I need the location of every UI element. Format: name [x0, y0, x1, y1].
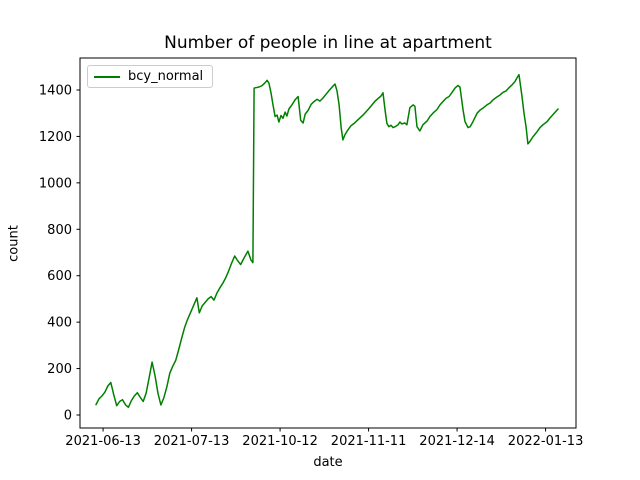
y-tick-label: 1400: [39, 84, 72, 99]
legend-label: bcy_normal: [128, 69, 204, 84]
y-tick-label: 0: [64, 409, 72, 424]
chart-title: Number of people in line at apartment: [164, 33, 492, 53]
legend: bcy_normal: [87, 65, 213, 88]
x-axis-label: date: [313, 455, 343, 470]
y-tick-label: 600: [47, 269, 72, 284]
x-tick-label: 2022-01-13: [508, 434, 584, 449]
x-tick-label: 2021-10-12: [242, 434, 318, 449]
y-tick-label: 200: [47, 362, 72, 377]
y-tick-label: 400: [47, 316, 72, 331]
x-tick-label: 2021-12-14: [419, 434, 495, 449]
y-axis-label: count: [6, 225, 22, 262]
series-line-bcy_normal: [95, 73, 559, 409]
x-tick-label: 2021-11-11: [331, 434, 407, 449]
legend-line-icon: [94, 75, 120, 78]
y-tick-label: 1000: [39, 176, 72, 191]
y-tick-label: 1200: [39, 130, 72, 145]
y-tick-label: 800: [47, 223, 72, 238]
axes-spines: [79, 57, 577, 429]
x-tick-label: 2021-07-13: [154, 434, 230, 449]
x-tick-label: 2021-06-13: [65, 434, 141, 449]
